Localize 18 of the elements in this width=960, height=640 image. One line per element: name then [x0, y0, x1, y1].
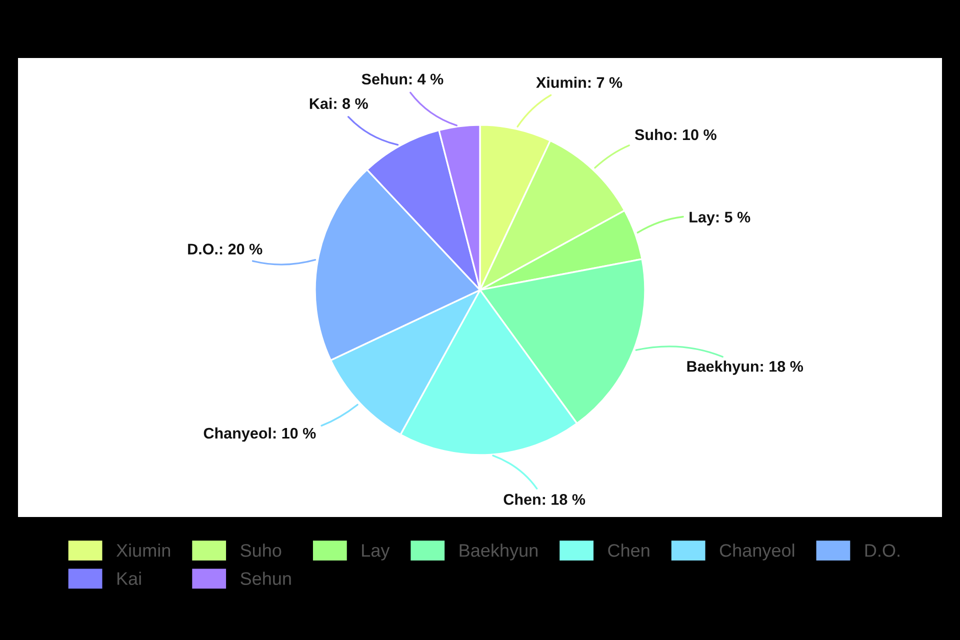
legend-label: Suho — [240, 544, 282, 557]
data-label: Suho: 10 % — [634, 128, 716, 140]
legend-label: Sehun — [240, 572, 291, 585]
data-label: Kai: 8 % — [310, 98, 368, 109]
data-label: D.O.: 20 % — [188, 244, 262, 254]
legend-label: Xiumin — [116, 544, 170, 557]
data-label: Chen: 18 % — [504, 494, 586, 505]
legend-label: Lay — [362, 544, 390, 560]
data-label: Sehun: 4 % — [362, 73, 444, 85]
legend-label: D.O. — [865, 544, 900, 557]
data-label: Chanyeol: 10 % — [204, 427, 316, 442]
legend-label: Chanyeol — [720, 544, 794, 560]
legend-label: Baekhyun — [460, 544, 538, 560]
data-label: Baekhyun: 18 % — [687, 360, 804, 375]
data-label: Xiumin: 7 % — [536, 76, 622, 88]
legend-label: Chen — [608, 544, 650, 557]
legend-label: Kai — [117, 572, 141, 585]
data-label: Lay: 5 % — [690, 212, 750, 226]
